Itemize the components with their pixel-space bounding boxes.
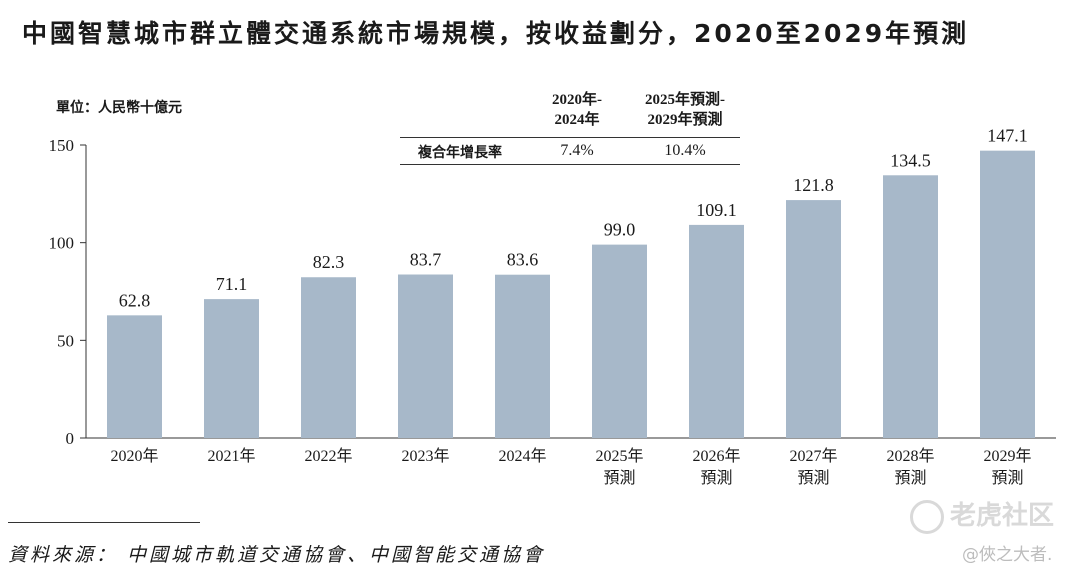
data-label: 147.1: [987, 126, 1028, 146]
x-tick-label: 2023年: [401, 447, 449, 465]
x-tick-label: 2028年: [886, 447, 934, 465]
x-tick-label: 2026年: [692, 447, 740, 465]
data-label: 71.1: [216, 274, 248, 294]
bar: [398, 274, 453, 438]
cagr-col1-header-line1: 2020年-: [552, 92, 602, 108]
watermark-logo-icon: [910, 499, 944, 534]
x-tick-label: 2021年: [207, 447, 255, 465]
data-label: 134.5: [890, 150, 931, 170]
y-tick-label: 100: [49, 234, 75, 253]
x-tick-label: 2029年: [983, 447, 1031, 465]
x-tick-label: 2022年: [304, 447, 352, 465]
bar: [980, 150, 1035, 438]
x-tick-label: 2024年: [498, 447, 546, 465]
bar: [592, 244, 647, 438]
cagr-col1-header: 2020年- 2024年: [522, 90, 632, 130]
x-tick-label: 預測: [894, 469, 926, 487]
watermark-text: 老虎社区: [950, 501, 1055, 531]
source-rule: [8, 522, 200, 523]
cagr-col1-value: 7.4%: [560, 142, 594, 159]
author-handle: @俠之大者.: [962, 545, 1053, 565]
cagr-col2-value: 10.4%: [664, 142, 706, 159]
cagr-top-rule: [400, 137, 740, 138]
data-label: 121.8: [793, 175, 834, 195]
bar: [786, 200, 841, 438]
cagr-col2-header: 2025年預測- 2029年預測: [630, 90, 740, 130]
chart-title: 中國智慧城市群立體交通系統市場規模，按收益劃分，2020至2029年預測: [22, 19, 970, 48]
x-tick-label: 預測: [991, 469, 1023, 487]
x-tick-label: 2020年: [110, 447, 158, 465]
bar: [689, 224, 744, 438]
bar: [204, 299, 259, 438]
bar: [301, 277, 356, 438]
cagr-row-label: 複合年增長率: [418, 145, 502, 161]
data-label: 99.0: [604, 220, 636, 240]
bar: [107, 315, 162, 438]
unit-label: 單位：人民幣十億元: [56, 100, 182, 116]
cagr-bottom-rule: [400, 164, 740, 165]
x-tick-label: 2025年: [595, 447, 643, 465]
y-tick-label: 50: [57, 331, 74, 350]
data-label: 83.7: [410, 250, 442, 270]
cagr-col2-header-line2: 2029年預測: [647, 112, 723, 128]
watermark: 老虎社区: [910, 495, 1054, 534]
cagr-col1-header-line2: 2024年: [554, 112, 600, 128]
x-tick-label: 2027年: [789, 447, 837, 465]
bar-chart: 0 50 100 150 62.8 2020年 71.1 2021年 82.3 2022年 83.7…: [49, 126, 1056, 487]
x-tick-label: 預測: [700, 469, 732, 487]
bar: [495, 274, 550, 438]
data-label: 109.1: [696, 200, 737, 220]
bar: [883, 175, 938, 438]
x-tick-label: 預測: [603, 469, 635, 487]
y-tick-label: 150: [49, 136, 75, 155]
x-tick-label: 預測: [797, 469, 829, 487]
y-tick-label: 0: [66, 429, 75, 448]
cagr-col2-header-line1: 2025年預測-: [645, 92, 725, 108]
source-note: 資料來源： 中國城市軌道交通協會、中國智能交通協會: [8, 544, 546, 566]
data-label: 82.3: [313, 252, 345, 272]
data-label: 62.8: [119, 290, 151, 310]
data-label: 83.6: [507, 250, 539, 270]
